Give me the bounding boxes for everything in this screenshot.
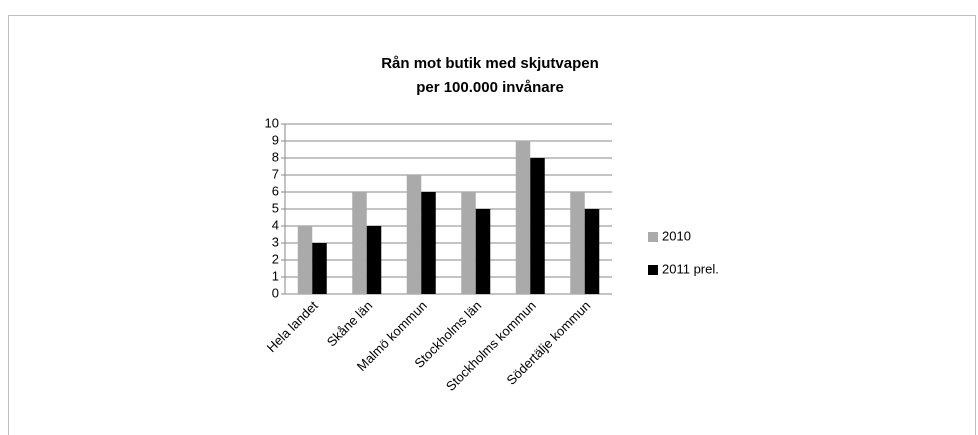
x-tick-label: Stockholms kommun bbox=[443, 298, 539, 394]
chart-title: Rån mot butik med skjutvapen bbox=[381, 55, 599, 72]
bar bbox=[530, 158, 545, 294]
bar bbox=[570, 192, 585, 294]
legend-swatch bbox=[648, 265, 658, 275]
y-tick-label: 8 bbox=[272, 149, 279, 164]
y-tick-label: 4 bbox=[272, 217, 279, 232]
y-tick-label: 2 bbox=[272, 251, 279, 266]
chart-title: per 100.000 invånare bbox=[416, 79, 564, 96]
bar bbox=[312, 243, 327, 294]
bar bbox=[461, 192, 476, 294]
bar bbox=[475, 209, 491, 294]
y-tick-label: 9 bbox=[272, 132, 279, 147]
bar bbox=[584, 209, 600, 294]
legend-swatch bbox=[648, 232, 658, 242]
y-tick-label: 5 bbox=[272, 200, 279, 215]
y-tick-label: 3 bbox=[272, 234, 279, 249]
legend-label: 2010 bbox=[662, 228, 691, 243]
bar bbox=[421, 192, 436, 294]
bar bbox=[297, 226, 313, 294]
y-tick-label: 6 bbox=[272, 183, 279, 198]
legend-label: 2011 prel. bbox=[662, 261, 719, 276]
bar bbox=[406, 175, 422, 294]
y-tick-label: 7 bbox=[272, 166, 279, 181]
frame bbox=[8, 15, 976, 435]
y-tick-label: 1 bbox=[272, 268, 279, 283]
y-tick-label: 0 bbox=[272, 285, 279, 300]
bar bbox=[515, 141, 531, 294]
bar bbox=[366, 226, 382, 294]
bar bbox=[352, 192, 367, 294]
y-tick-label: 10 bbox=[265, 115, 279, 130]
x-tick-label: Hela landet bbox=[264, 298, 321, 355]
x-tick-label: Skåne län bbox=[324, 298, 375, 349]
